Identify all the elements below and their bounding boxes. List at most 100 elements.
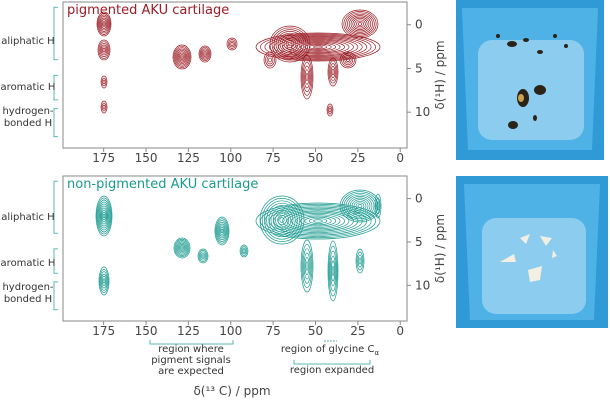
- contour: [214, 216, 230, 246]
- contour: [329, 63, 337, 81]
- contour: [99, 16, 109, 32]
- contour: [295, 41, 341, 53]
- contour: [285, 40, 295, 48]
- x-tick-label: 100: [219, 151, 242, 165]
- contour: [308, 218, 328, 224]
- contour: [341, 191, 379, 221]
- contour: [101, 19, 107, 29]
- y-tick-label: 5: [415, 235, 423, 249]
- contour: [174, 238, 190, 258]
- contour: [265, 53, 275, 67]
- plot-frame: [62, 175, 408, 322]
- contour: [97, 39, 111, 61]
- contour: [102, 47, 106, 53]
- contour: [301, 58, 313, 96]
- contour: [219, 227, 225, 235]
- contour: [341, 53, 355, 67]
- contour: [273, 207, 363, 235]
- group-label-line: aromatic H: [1, 258, 56, 269]
- contour: [376, 201, 380, 211]
- contour: [100, 271, 108, 291]
- contour: [98, 14, 110, 34]
- contour: [101, 102, 107, 112]
- contour: [226, 37, 238, 51]
- contour: [268, 35, 368, 59]
- contour: [277, 32, 303, 56]
- contour: [102, 22, 106, 26]
- contour: [216, 220, 228, 242]
- contour: [172, 44, 192, 70]
- group-bracket: [53, 281, 58, 311]
- contour: [343, 11, 377, 37]
- x-tick-label: 75: [265, 151, 280, 165]
- contour: [300, 239, 314, 293]
- contour: [180, 55, 184, 59]
- x-tick-label: 25: [350, 324, 365, 338]
- contour: [374, 193, 382, 219]
- contour: [339, 51, 357, 69]
- contour: [353, 200, 367, 212]
- contour: [327, 105, 333, 115]
- contour: [242, 249, 246, 253]
- contour: [356, 20, 364, 28]
- contour: [270, 207, 294, 233]
- contour: [100, 17, 108, 31]
- contour: [350, 16, 370, 32]
- contour: [100, 44, 108, 56]
- contour: [329, 250, 337, 292]
- contour: [101, 273, 107, 289]
- contour: [255, 202, 381, 240]
- contour: [331, 68, 335, 76]
- group-label: hydrogen-bonded H: [2, 106, 53, 129]
- group-bracket: [53, 180, 58, 234]
- contour: [101, 20, 107, 28]
- contour: [264, 34, 372, 60]
- contour: [330, 255, 336, 287]
- contour: [346, 58, 350, 62]
- contour: [269, 25, 311, 63]
- contour: [197, 248, 209, 264]
- contour: [175, 48, 189, 66]
- contour: [302, 248, 312, 284]
- group-bracket: [53, 6, 58, 61]
- contour: [326, 103, 334, 117]
- contour: [179, 53, 185, 61]
- contour: [301, 243, 313, 289]
- contour: [95, 195, 113, 237]
- contour: [255, 32, 381, 62]
- contour: [279, 34, 301, 54]
- contour: [304, 216, 332, 226]
- contour: [347, 13, 373, 35]
- contour: [305, 261, 309, 271]
- x-tick-label: 50: [308, 151, 323, 165]
- spectrum: [96, 9, 381, 117]
- group-label-line: aliphatic H: [1, 212, 54, 223]
- contour: [100, 100, 108, 114]
- x-tick-label: 125: [177, 151, 200, 165]
- contour: [330, 66, 336, 78]
- contour: [173, 45, 191, 69]
- contour: [99, 42, 109, 58]
- contour: [100, 75, 108, 89]
- plot-frame: [62, 1, 408, 149]
- contour: [266, 202, 298, 238]
- contour: [264, 200, 300, 240]
- group-label: aliphatic H: [1, 212, 54, 223]
- contour: [299, 215, 337, 227]
- contour: [101, 46, 107, 54]
- photo-pigmented: [456, 0, 604, 160]
- y-axis-label: δ(¹H) / ppm: [433, 40, 447, 109]
- contour: [175, 240, 189, 256]
- y-tick-label: 0: [415, 18, 423, 32]
- contour: [328, 245, 338, 297]
- y-tick-label: 0: [415, 192, 423, 206]
- contour: [305, 72, 309, 82]
- contour: [275, 31, 305, 57]
- contour: [97, 199, 111, 233]
- contour: [313, 219, 323, 223]
- contour: [178, 52, 186, 62]
- contour: [304, 43, 332, 51]
- group-label-line: bonded H: [4, 118, 52, 129]
- contour: [355, 202, 365, 210]
- contour: [102, 278, 106, 284]
